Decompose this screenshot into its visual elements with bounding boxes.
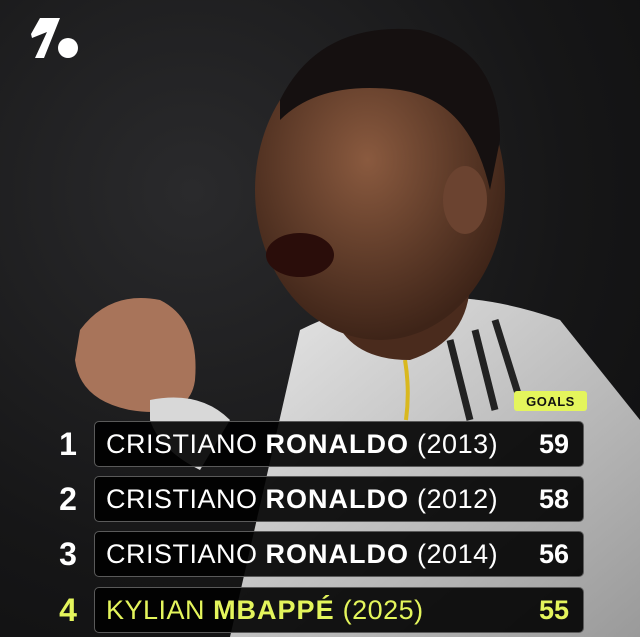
goals-column-label: GOALS: [514, 391, 587, 411]
goals-count: 59: [538, 429, 569, 459]
player-first-name: CRISTIANO: [106, 539, 258, 569]
player-first-name: CRISTIANO: [106, 484, 258, 514]
player-last-name: MBAPPÉ: [213, 595, 335, 625]
player-box: KYLIAN MBAPPÉ (2025) 55: [94, 587, 584, 633]
player-box: CRISTIANO RONALDO (2012) 58: [94, 476, 584, 522]
player-last-name: RONALDO: [265, 484, 410, 514]
rank-number: 2: [59, 481, 77, 517]
brand-logo: [31, 18, 78, 58]
rank-number: 3: [59, 536, 77, 572]
player-last-name: RONALDO: [265, 429, 410, 459]
player-name: CRISTIANO RONALDO (2012): [106, 477, 498, 521]
season-year: (2012): [417, 484, 499, 514]
ranking-row: 4 KYLIAN MBAPPÉ (2025) 55: [0, 587, 640, 634]
goals-count: 55: [538, 595, 569, 625]
player-first-name: CRISTIANO: [106, 429, 258, 459]
season-year: (2013): [417, 429, 499, 459]
rank-number: 4: [59, 592, 77, 628]
rank-number: 1: [59, 426, 77, 462]
goals-count: 56: [538, 539, 569, 569]
ranking-row: 2 CRISTIANO RONALDO (2012) 58: [0, 476, 640, 523]
player-name: CRISTIANO RONALDO (2013): [106, 422, 498, 466]
player-name: KYLIAN MBAPPÉ (2025): [106, 588, 424, 632]
player-box: CRISTIANO RONALDO (2013) 59: [94, 421, 584, 467]
ranking-row: 3 CRISTIANO RONALDO (2014) 56: [0, 531, 640, 578]
player-box: CRISTIANO RONALDO (2014) 56: [94, 531, 584, 577]
ranking-row: 1 CRISTIANO RONALDO (2013) 59: [0, 421, 640, 468]
goals-count: 58: [538, 484, 569, 514]
season-year: (2025): [342, 595, 424, 625]
player-name: CRISTIANO RONALDO (2014): [106, 532, 498, 576]
season-year: (2014): [417, 539, 499, 569]
player-first-name: KYLIAN: [106, 595, 206, 625]
player-last-name: RONALDO: [265, 539, 410, 569]
